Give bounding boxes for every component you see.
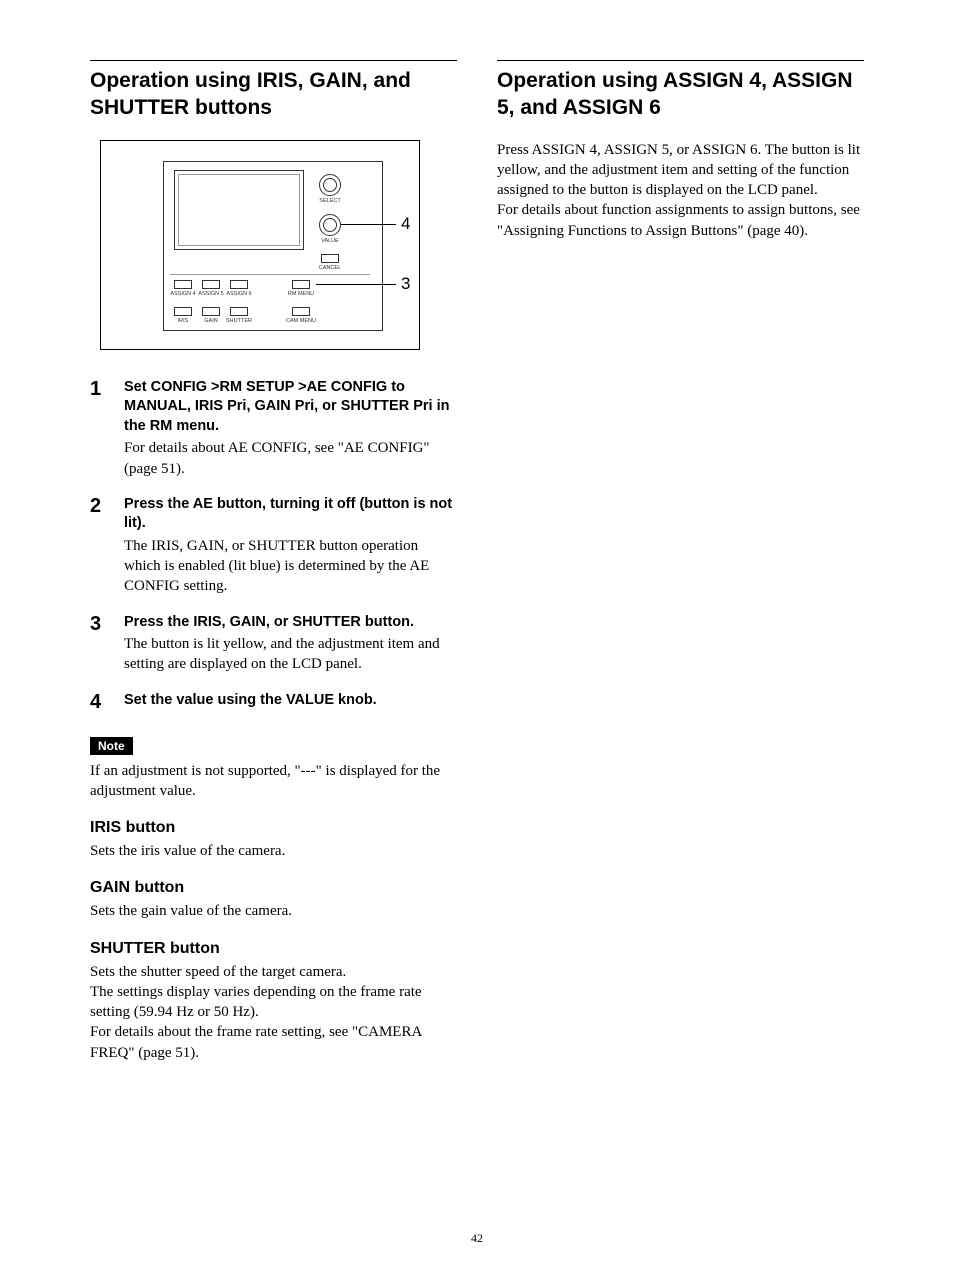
assign5-button-icon [202, 280, 220, 289]
step-number: 3 [90, 613, 124, 675]
shutter-label: SHUTTER [225, 318, 253, 324]
callout-3: 3 [401, 274, 410, 294]
left-title: Operation using IRIS, GAIN, and SHUTTER … [90, 67, 457, 122]
cammenu-label: CAM MENU [286, 318, 316, 324]
step-head: Set CONFIG >RM SETUP >AE CONFIG to MANUA… [124, 378, 457, 437]
right-para: Press ASSIGN 4, ASSIGN 5, or ASSIGN 6. T… [497, 140, 864, 201]
value-label: VALUE [316, 238, 344, 244]
right-para: For details about function assignments t… [497, 200, 864, 241]
lcd-screen [174, 170, 304, 250]
sub-heading: SHUTTER button [90, 940, 457, 958]
assign6-button-icon [230, 280, 248, 289]
shutter-button-icon [230, 307, 248, 316]
step-item: 4 Set the value using the VALUE knob. [90, 691, 457, 713]
rmmenu-button-icon [292, 280, 310, 289]
right-title: Operation using ASSIGN 4, ASSIGN 5, and … [497, 67, 864, 122]
sub-heading: IRIS button [90, 819, 457, 837]
iris-button-icon [174, 307, 192, 316]
step-number: 4 [90, 691, 124, 713]
assign6-label: ASSIGN 6 [225, 291, 253, 297]
step-body-text: For details about AE CONFIG, see "AE CON… [124, 438, 457, 479]
select-knob-icon [319, 174, 341, 196]
note-badge: Note [90, 737, 133, 755]
callout-4: 4 [401, 214, 410, 234]
assign4-label: ASSIGN 4 [169, 291, 197, 297]
assign4-button-icon [174, 280, 192, 289]
assign5-label: ASSIGN 5 [197, 291, 225, 297]
select-label: SELECT [316, 198, 344, 204]
step-list: 1 Set CONFIG >RM SETUP >AE CONFIG to MAN… [90, 378, 457, 713]
gain-label: GAIN [197, 318, 225, 324]
step-number: 2 [90, 495, 124, 597]
control-panel-diagram: SELECT VALUE CANCEL ASSIGN 4 ASSIGN 5 AS… [100, 140, 420, 350]
cammenu-button-icon [292, 307, 310, 316]
cancel-button-icon [321, 254, 339, 263]
sub-text: Sets the shutter speed of the target cam… [90, 962, 457, 1063]
step-body-text: The IRIS, GAIN, or SHUTTER button operat… [124, 536, 457, 597]
sub-heading: GAIN button [90, 879, 457, 897]
gain-button-icon [202, 307, 220, 316]
sub-text: Sets the iris value of the camera. [90, 841, 457, 861]
cancel-label: CANCEL [316, 265, 344, 271]
step-item: 3 Press the IRIS, GAIN, or SHUTTER butto… [90, 613, 457, 675]
step-number: 1 [90, 378, 124, 479]
step-item: 2 Press the AE button, turning it off (b… [90, 495, 457, 597]
step-item: 1 Set CONFIG >RM SETUP >AE CONFIG to MAN… [90, 378, 457, 479]
value-knob-icon [319, 214, 341, 236]
iris-label: IRIS [169, 318, 197, 324]
step-head: Press the IRIS, GAIN, or SHUTTER button. [124, 613, 457, 633]
page-number: 42 [0, 1231, 954, 1246]
note-text: If an adjustment is not supported, "---"… [90, 761, 457, 802]
rmmenu-label: RM MENU [286, 291, 316, 297]
sub-text: Sets the gain value of the camera. [90, 901, 457, 921]
step-head: Set the value using the VALUE knob. [124, 691, 457, 711]
step-head: Press the AE button, turning it off (but… [124, 495, 457, 534]
step-body-text: The button is lit yellow, and the adjust… [124, 634, 457, 675]
